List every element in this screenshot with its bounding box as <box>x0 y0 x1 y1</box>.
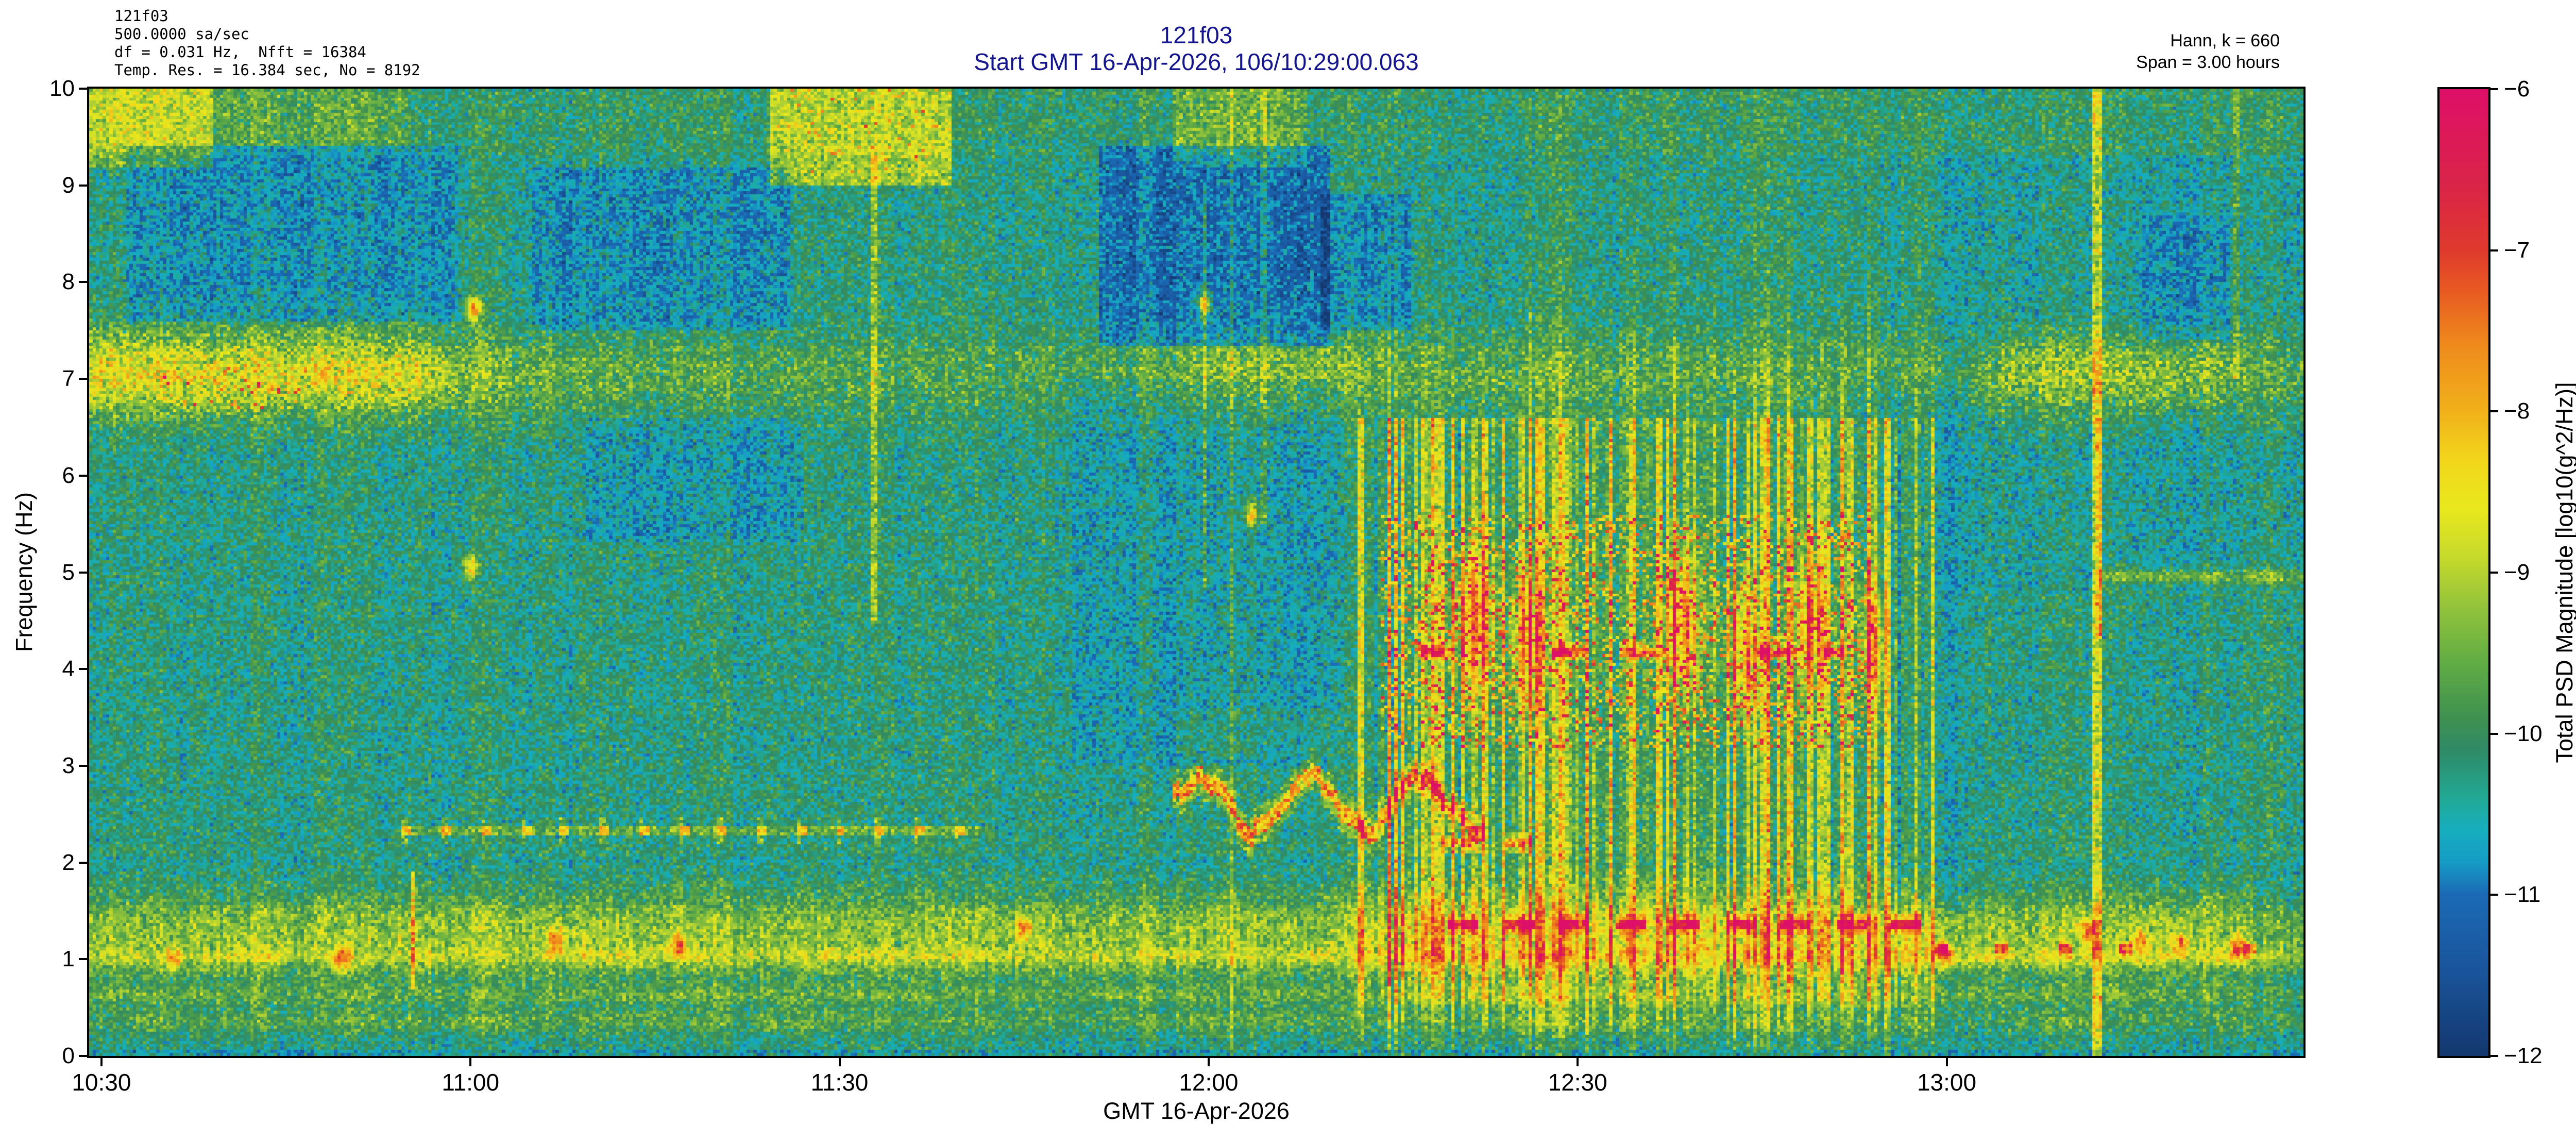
window-info-block: Hann, k = 660 Span = 3.00 hours <box>1752 30 2280 73</box>
y-tick-mark <box>79 764 87 767</box>
y-tick-label: 9 <box>62 172 75 198</box>
colorbar-tick-label: −7 <box>2504 237 2530 263</box>
y-tick-label: 10 <box>49 76 75 101</box>
x-tick-mark <box>1207 1058 1210 1066</box>
info-line-4: Temp. Res. = 16.384 sec, No = 8192 <box>114 61 420 79</box>
colorbar-tick-label: −8 <box>2504 398 2530 424</box>
y-tick-mark <box>79 571 87 574</box>
window-info: Hann, k = 660 <box>2170 31 2280 51</box>
x-tick-label: 12:30 <box>1548 1069 1607 1096</box>
x-tick-label: 10:30 <box>72 1069 131 1096</box>
x-tick-mark <box>100 1058 103 1066</box>
y-tick-mark <box>79 378 87 380</box>
y-tick-mark <box>79 281 87 283</box>
x-axis-label: GMT 16-Apr-2026 <box>1103 1098 1290 1124</box>
colorbar-tick-label: −9 <box>2504 560 2530 585</box>
y-tick-mark <box>79 474 87 477</box>
y-tick-mark <box>79 861 87 864</box>
y-tick-label: 3 <box>62 752 75 778</box>
y-tick-label: 5 <box>62 559 75 585</box>
colorbar-tick-label: −10 <box>2504 720 2543 746</box>
x-tick-label: 11:30 <box>810 1069 869 1096</box>
acquisition-info: 121f03 500.0000 sa/sec df = 0.031 Hz, Nfft… <box>114 7 420 79</box>
colorbar-tick-label: −12 <box>2504 1043 2543 1068</box>
plot-title: 121f03 <box>1160 22 1233 48</box>
x-tick-mark <box>1577 1058 1579 1066</box>
y-tick-label: 4 <box>62 656 75 682</box>
y-tick-mark <box>79 184 87 187</box>
y-tick-label: 8 <box>62 269 75 295</box>
y-tick-label: 1 <box>62 946 75 972</box>
colorbar-tick-mark <box>2490 894 2498 896</box>
y-tick-mark <box>79 958 87 961</box>
info-line-1: 121f03 <box>114 7 168 25</box>
spectrogram-canvas <box>89 89 2303 1056</box>
colorbar-tick-mark <box>2490 249 2498 252</box>
x-tick-label: 12:00 <box>1179 1069 1239 1096</box>
x-tick-mark <box>838 1058 841 1066</box>
x-tick-mark <box>469 1058 472 1066</box>
y-tick-mark <box>79 1055 87 1057</box>
y-tick-label: 0 <box>62 1043 75 1068</box>
x-tick-mark <box>1945 1058 1948 1066</box>
colorbar-tick-label: −6 <box>2504 76 2530 102</box>
x-tick-label: 13:00 <box>1917 1069 1977 1096</box>
colorbar-canvas <box>2439 89 2488 1056</box>
span-info: Span = 3.00 hours <box>2136 53 2280 72</box>
y-tick-label: 2 <box>62 849 75 875</box>
colorbar-tick-mark <box>2490 732 2498 735</box>
x-tick-label: 11:00 <box>442 1069 500 1096</box>
colorbar-tick-label: −11 <box>2504 882 2541 908</box>
info-line-2: 500.0000 sa/sec <box>114 25 249 43</box>
info-line-3: df = 0.031 Hz, Nfft = 16384 <box>114 43 366 61</box>
title-block: 121f03 Start GMT 16-Apr-2026, 106/10:29:… <box>89 22 2303 75</box>
colorbar-tick-mark <box>2490 410 2498 413</box>
y-tick-label: 6 <box>62 462 75 488</box>
colorbar-tick-mark <box>2490 88 2498 90</box>
plot-subtitle: Start GMT 16-Apr-2026, 106/10:29:00.063 <box>974 48 1419 75</box>
colorbar-tick-mark <box>2490 572 2498 574</box>
colorbar-tick-mark <box>2490 1055 2498 1057</box>
y-tick-mark <box>79 668 87 670</box>
y-tick-label: 7 <box>62 366 75 392</box>
y-tick-mark <box>79 88 87 90</box>
